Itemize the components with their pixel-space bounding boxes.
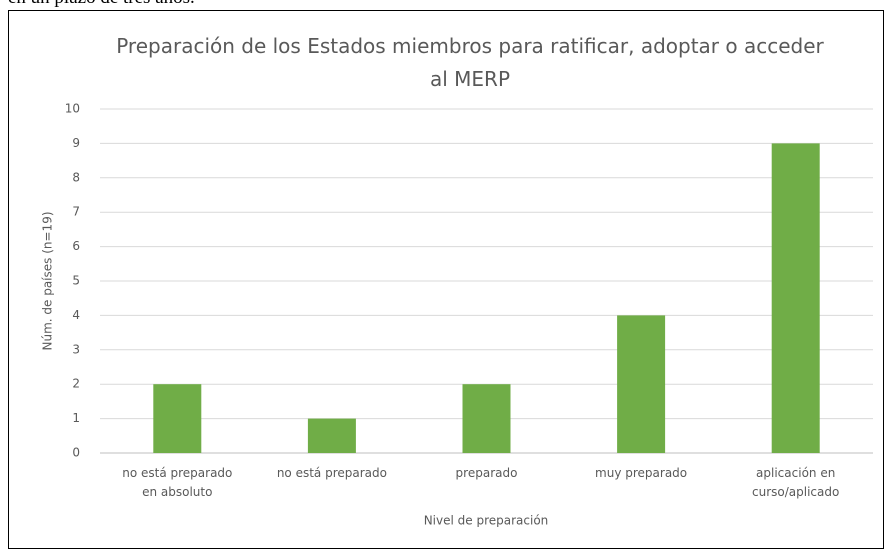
y-tick-label: 3 xyxy=(72,342,80,356)
y-tick-label: 7 xyxy=(72,205,80,219)
bar xyxy=(153,384,202,453)
y-tick-label: 2 xyxy=(72,377,80,391)
x-tick-box: muy preparado xyxy=(595,466,688,480)
x-tick-box: preparado xyxy=(455,466,518,480)
x-tick-label: muy preparado xyxy=(595,466,688,480)
x-tick-box: no está preparado en absoluto xyxy=(122,466,233,499)
y-axis-title: Núm. de países (n=19) xyxy=(41,211,55,350)
x-tick-box: aplicación en curso/aplicado xyxy=(752,466,840,499)
bar xyxy=(617,315,666,453)
y-tick-label: 9 xyxy=(72,136,80,150)
x-tick-label: aplicación en curso/aplicado xyxy=(752,466,840,499)
title-box: Preparación de los Estados miembros para… xyxy=(116,34,824,91)
x-tick-label: no está preparado en absoluto xyxy=(122,466,233,499)
bar xyxy=(462,384,511,453)
x-tick-label: no está preparado xyxy=(276,466,387,480)
y-tick-label: 6 xyxy=(72,239,80,253)
chart-title: Preparación de los Estados miembros para… xyxy=(116,34,824,91)
y-tick-label: 1 xyxy=(72,411,80,425)
y-tick-label: 8 xyxy=(72,170,80,184)
context-text: en un plazo de tres años. xyxy=(8,0,195,9)
x-tick-box: no está preparado xyxy=(276,466,387,480)
bar xyxy=(771,143,820,453)
bar xyxy=(307,418,356,453)
chart-border xyxy=(8,10,884,549)
y-tick-label: 4 xyxy=(72,308,80,322)
y-tick-label: 10 xyxy=(65,102,80,116)
y-tick-label: 5 xyxy=(72,274,80,288)
y-tick-label: 0 xyxy=(72,446,80,460)
x-axis-title: Nivel de preparación xyxy=(424,514,549,528)
x-tick-label: preparado xyxy=(455,466,518,480)
